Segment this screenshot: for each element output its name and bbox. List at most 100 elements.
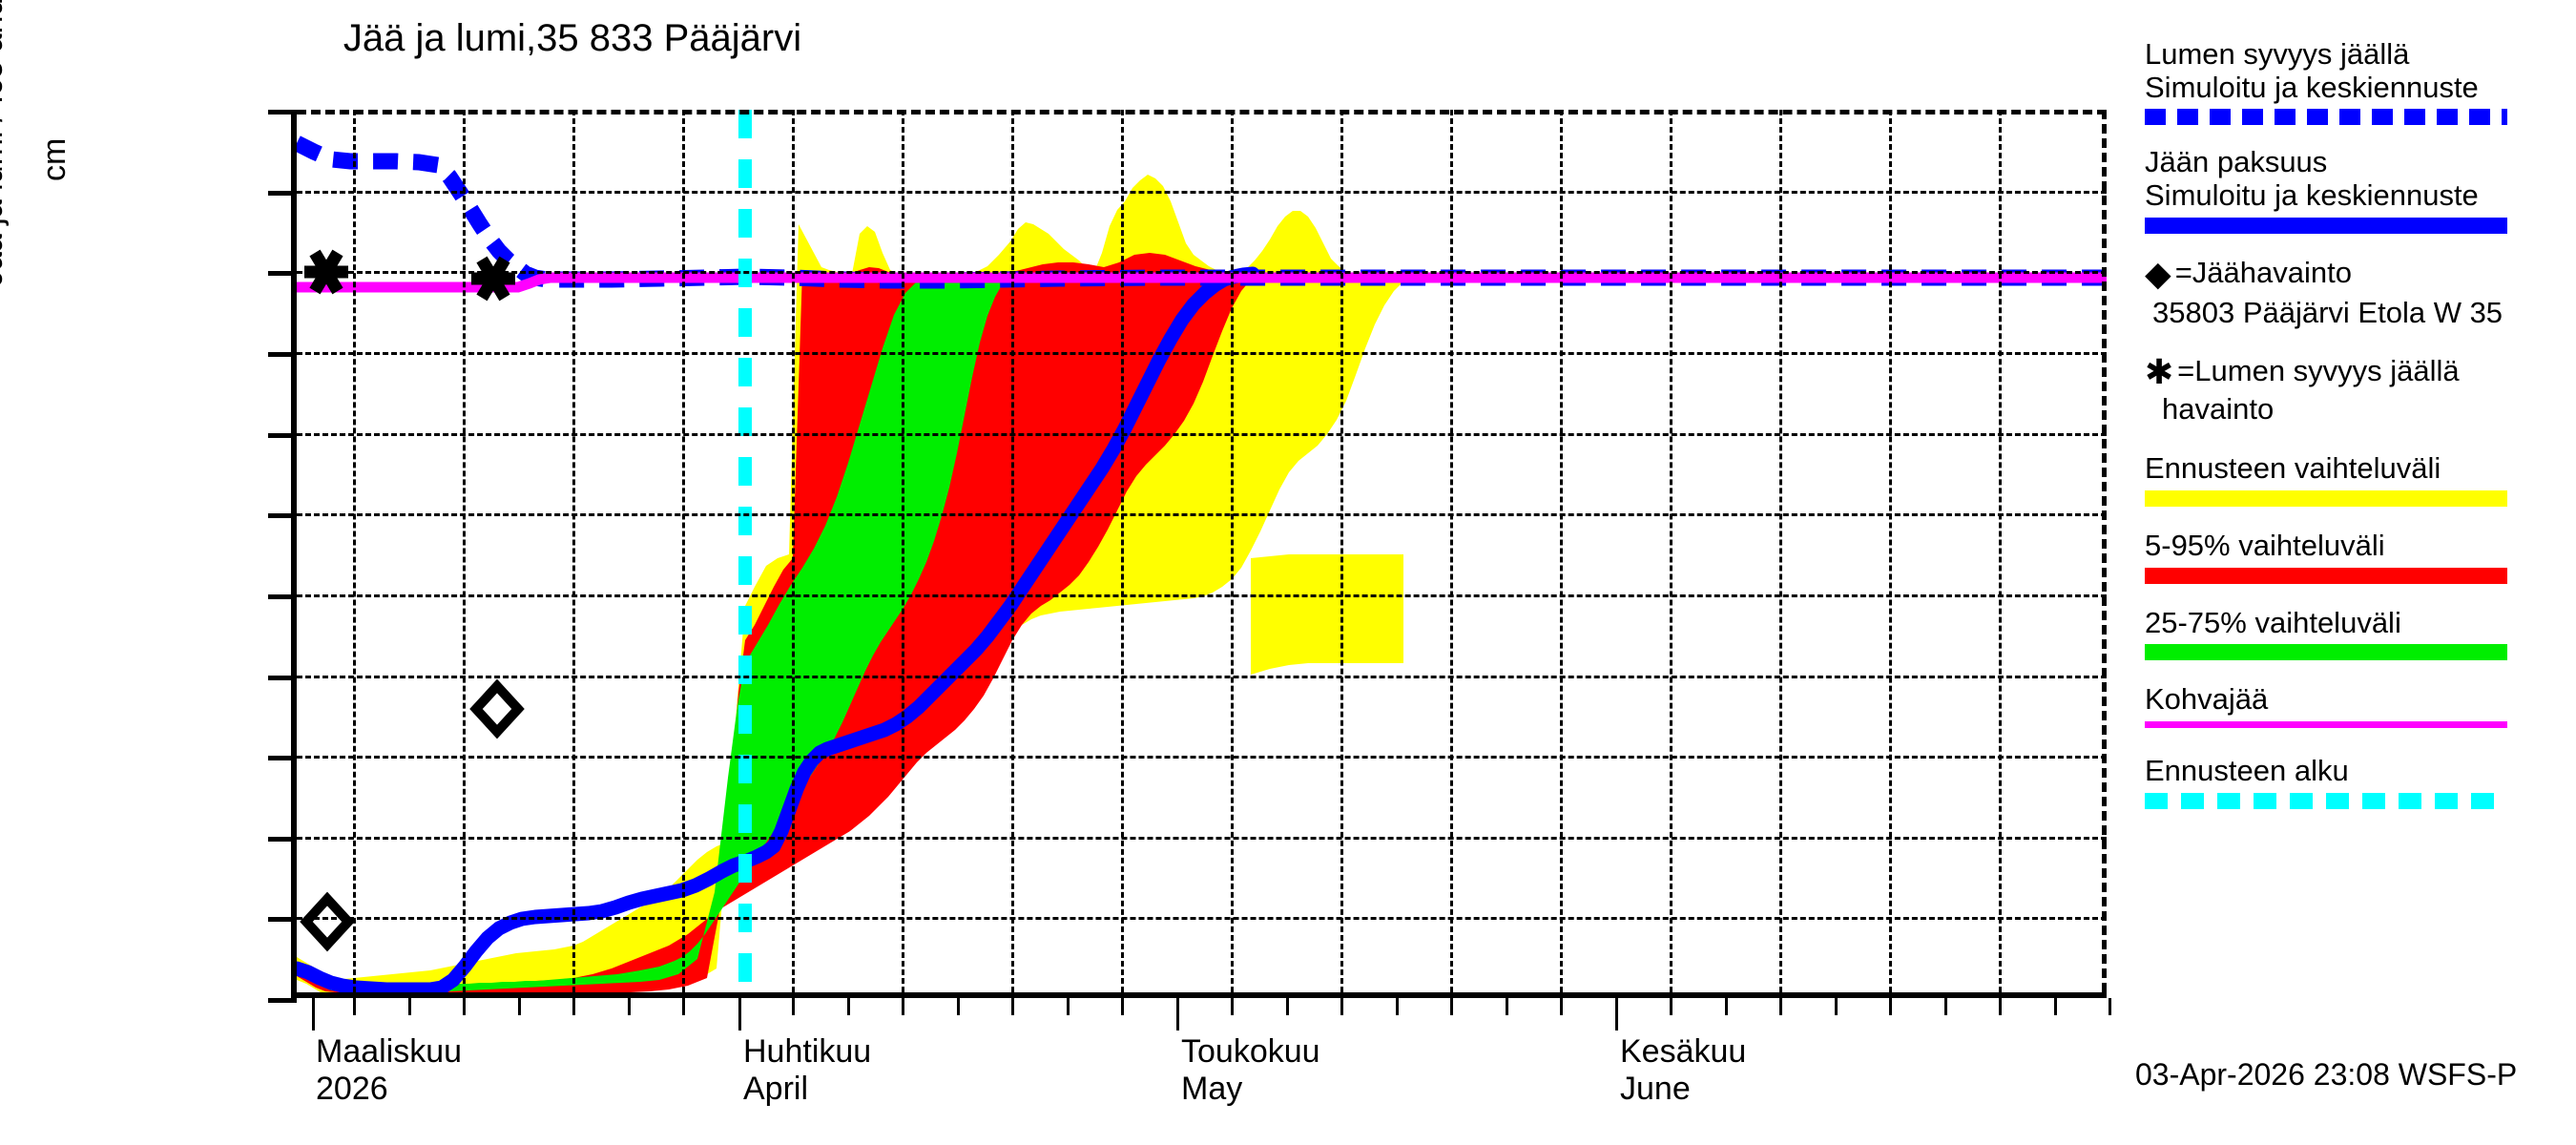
asterisk-icon: ✱ [2145, 351, 2174, 391]
x-label-april: Huhtikuu April [743, 1033, 871, 1108]
gridline-x-15 [1999, 110, 2002, 992]
legend-label-range-5-95: 5-95% vaihteluväli [2145, 529, 2385, 563]
x-tick-minor-20 [1506, 998, 1508, 1015]
x-tick-minor-25 [1835, 998, 1838, 1015]
x-label-may: Toukokuu May [1181, 1033, 1320, 1108]
x-tick-major-june [1615, 998, 1618, 1030]
legend-label-snow-observation: =Lumen syvyys jäällä [2177, 353, 2460, 387]
gridline-x-1 [463, 110, 466, 992]
y-tick-mark--5 [268, 351, 297, 357]
gridline-y--40 [297, 917, 2107, 921]
legend-item-range-5-95: 5-95% vaihteluväli [2145, 529, 2565, 584]
x-tick-minor-7 [682, 998, 685, 1015]
y-tick-mark--25 [268, 675, 297, 680]
plot-right-border [2102, 110, 2107, 992]
x-label-may-en: May [1181, 1071, 1243, 1108]
gridline-x-2 [572, 110, 575, 992]
x-label-may-fi: Toukokuu [1181, 1033, 1320, 1070]
y-tick-mark--40 [268, 917, 297, 923]
gridline-y--10 [297, 432, 2107, 436]
x-tick-minor-10 [902, 998, 904, 1015]
gridline-x-14 [1889, 110, 1892, 992]
y-axis-unit: cm [36, 137, 73, 181]
gridline-x-6 [1011, 110, 1014, 992]
gridline-x-13 [1779, 110, 1782, 992]
plot-inner [297, 110, 2107, 992]
legend-label-ice-thickness-1: Jään paksuus [2145, 145, 2328, 179]
x-tick-minor-17 [1340, 998, 1343, 1015]
gridline-x-11 [1560, 110, 1563, 992]
x-label-june: Kesäkuu June [1620, 1033, 1746, 1108]
legend-label-ice-observation: =Jäähavainto [2174, 255, 2352, 289]
legend-label-ice-thickness-2: Simuloitu ja keskiennuste [2145, 178, 2479, 213]
gridline-y--15 [297, 513, 2107, 517]
x-tick-minor-5 [572, 998, 575, 1015]
gridline-y--5 [297, 351, 2107, 355]
x-label-june-fi: Kesäkuu [1620, 1033, 1747, 1070]
x-tick-minor-4 [518, 998, 521, 1015]
series-ice-thickness [297, 266, 1260, 992]
plot-top-border [297, 110, 2107, 114]
x-tick-minor-21 [1560, 998, 1563, 1015]
chart-data-layer [297, 110, 2107, 992]
legend-label-ice-observation-station: 35803 Pääjärvi Etola W 35 [2152, 295, 2503, 329]
x-label-april-fi: Huhtikuu [743, 1033, 872, 1070]
x-label-june-en: June [1620, 1071, 1691, 1108]
x-tick-minor-28 [1999, 998, 2002, 1015]
band-forecast-range-tail [1251, 554, 1403, 675]
x-tick-minor-2 [408, 998, 411, 1015]
legend-swatch-snow-depth [2145, 109, 2507, 126]
y-tick-mark--30 [268, 756, 297, 761]
legend-label-forecast-start: Ennusteen alku [2145, 754, 2349, 788]
x-tick-minor-13 [1067, 998, 1070, 1015]
legend-swatch-range-25-75 [2145, 644, 2507, 661]
x-tick-major-april [738, 998, 741, 1030]
x-tick-minor-14 [1121, 998, 1124, 1015]
x-tick-minor-9 [847, 998, 850, 1015]
gridline-x-4 [792, 110, 795, 992]
gridline-x-0 [353, 110, 356, 992]
legend-item-forecast-start: Ennusteen alku [2145, 754, 2565, 809]
x-tick-minor-18 [1396, 998, 1399, 1015]
plot-area: Maaliskuu 2026 Huhtikuu April Toukokuu M… [268, 110, 2111, 1107]
legend-label-snow-depth-1: Lumen syvyys jäällä [2145, 37, 2410, 71]
gridline-y--25 [297, 675, 2107, 678]
gridline-y-5 [297, 190, 2107, 194]
y-axis-label: Jää ja lumi / Ice and snow [0, 0, 10, 286]
legend-item-forecast-range: Ennusteen vaihteluväli [2145, 451, 2565, 508]
diamond-icon: ◆ [2145, 253, 2171, 293]
x-tick-minor-11 [957, 998, 960, 1015]
y-tick-mark-0 [268, 271, 297, 277]
gridline-y--20 [297, 593, 2107, 597]
band-25-75 [297, 274, 1003, 992]
legend-item-ice-observation: ◆ =Jäähavainto [2145, 253, 2565, 293]
x-tick-minor-22 [1670, 998, 1672, 1015]
x-tick-minor-26 [1889, 998, 1892, 1015]
y-tick-mark--20 [268, 593, 297, 599]
gridline-x-10 [1450, 110, 1453, 992]
legend-swatch-forecast-range [2145, 490, 2507, 508]
gridline-y--30 [297, 756, 2107, 760]
legend-label-forecast-range: Ennusteen vaihteluväli [2145, 451, 2441, 486]
legend-item-snow-observation: ✱ =Lumen syvyys jäällä [2145, 351, 2565, 391]
x-tick-minor-30 [2109, 998, 2111, 1015]
page-title: Jää ja lumi,35 833 Pääjärvi [343, 17, 802, 59]
x-tick-minor-29 [2054, 998, 2057, 1015]
x-tick-minor-23 [1725, 998, 1728, 1015]
gridline-x-9 [1340, 110, 1343, 992]
legend-item-snow-depth: Lumen syvyys jäällä Simuloitu ja keskien… [2145, 37, 2565, 126]
legend-label-kohvajaa: Kohvajää [2145, 682, 2269, 717]
legend-swatch-kohvajaa [2145, 721, 2507, 729]
legend-swatch-forecast-start [2145, 792, 2507, 809]
legend-swatch-ice-thickness [2145, 217, 2507, 234]
y-tick-mark--10 [268, 432, 297, 438]
gridline-x-7 [1121, 110, 1124, 992]
gridline-x-3 [682, 110, 685, 992]
x-tick-minor-12 [1011, 998, 1014, 1015]
y-tick-mark-10 [268, 110, 297, 114]
gridline-y--35 [297, 836, 2107, 840]
gridline-y-0 [297, 271, 2107, 275]
chart-legend: Lumen syvyys jäällä Simuloitu ja keskien… [2145, 37, 2565, 819]
legend-item-kohvajaa: Kohvajää [2145, 682, 2565, 729]
x-tick-minor-16 [1286, 998, 1289, 1015]
